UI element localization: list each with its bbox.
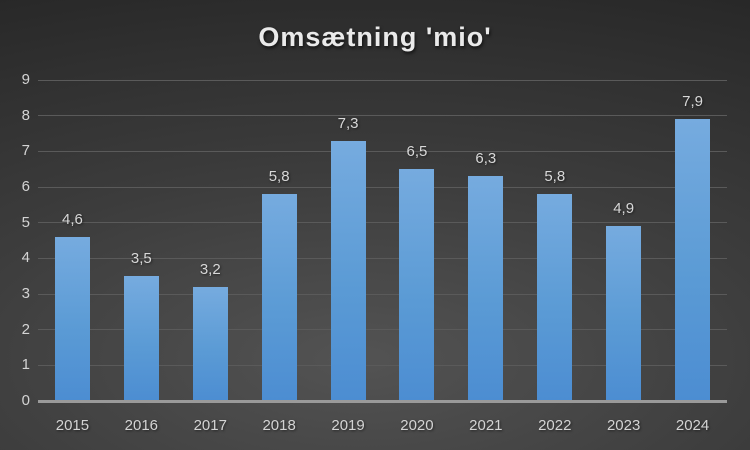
x-axis-tick-label: 2020 bbox=[400, 417, 434, 434]
bar bbox=[261, 194, 297, 401]
bar bbox=[192, 286, 228, 401]
x-axis-tick-label: 2017 bbox=[193, 417, 227, 434]
x-axis-line bbox=[38, 400, 727, 403]
bar bbox=[537, 194, 573, 401]
x-axis-tick-label: 2024 bbox=[675, 417, 710, 434]
y-axis-tick-label: 3 bbox=[21, 285, 30, 302]
y-axis-tick-label: 4 bbox=[21, 249, 30, 267]
x-axis-tick-label: 2018 bbox=[262, 417, 296, 434]
x-axis-tick-label: 2023 bbox=[606, 417, 641, 434]
bar-value-label: 4,6 bbox=[62, 210, 83, 228]
gridline bbox=[38, 329, 727, 331]
y-axis-tick-label: 0 bbox=[21, 392, 30, 409]
bar bbox=[468, 176, 504, 401]
bar-value-label: 6,5 bbox=[406, 143, 428, 161]
bar-value-label: 5,8 bbox=[544, 168, 566, 186]
bar-value-label: 7,3 bbox=[337, 114, 359, 132]
bar-value-label: 3,5 bbox=[130, 250, 152, 268]
bar-value-label: 7,9 bbox=[682, 93, 703, 111]
bar-value-label: 4,9 bbox=[613, 200, 635, 218]
y-axis-tick-label: 2 bbox=[21, 320, 30, 338]
bar bbox=[54, 236, 90, 401]
bar bbox=[399, 169, 435, 401]
y-axis-tick-label: 9 bbox=[21, 71, 30, 88]
gridline bbox=[38, 222, 727, 224]
bar bbox=[606, 226, 642, 401]
gridline bbox=[38, 257, 727, 259]
bar-value-label: 5,8 bbox=[268, 168, 290, 186]
x-axis-tick-label: 2022 bbox=[538, 417, 572, 434]
bar bbox=[123, 276, 159, 401]
x-axis-tick-label: 2019 bbox=[331, 417, 365, 434]
y-axis-tick-label: 8 bbox=[21, 106, 30, 124]
bar-value-label: 6,3 bbox=[475, 150, 497, 168]
y-axis-tick-label: 1 bbox=[21, 356, 30, 374]
gridline bbox=[38, 186, 727, 188]
gridline bbox=[38, 150, 727, 152]
y-axis-tick-label: 5 bbox=[21, 213, 30, 231]
chart-title: Omsætning 'mio' bbox=[258, 22, 492, 52]
x-axis-tick-label: 2016 bbox=[124, 417, 159, 434]
gridline bbox=[38, 115, 727, 117]
bar bbox=[330, 140, 366, 401]
gridline bbox=[38, 364, 727, 366]
y-axis-tick-label: 7 bbox=[21, 142, 30, 160]
bar-value-label: 3,2 bbox=[199, 260, 221, 278]
x-axis-tick-label: 2021 bbox=[469, 417, 503, 434]
gridline bbox=[38, 293, 727, 295]
y-axis-tick-label: 6 bbox=[21, 178, 30, 195]
bar bbox=[675, 119, 711, 401]
x-axis-tick-label: 2015 bbox=[55, 417, 90, 434]
gridline bbox=[38, 79, 727, 81]
